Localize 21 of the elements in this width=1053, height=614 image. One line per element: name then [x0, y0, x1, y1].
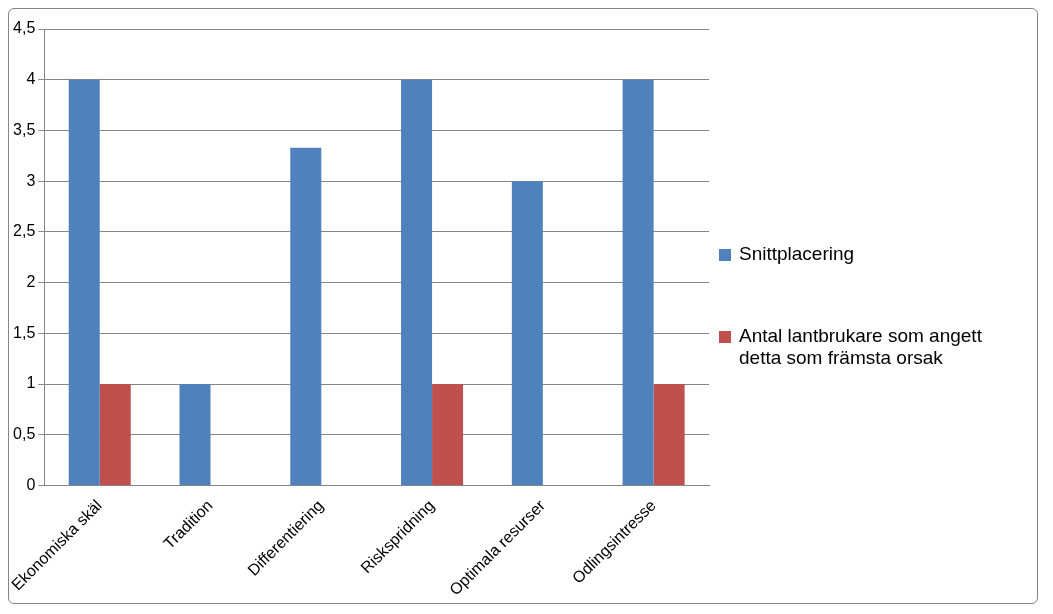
y-tick-label: 1: [26, 374, 36, 392]
legend-label: Snittplacering: [739, 243, 855, 265]
bar: [622, 79, 654, 486]
y-tick-label: 2: [26, 273, 36, 291]
y-tick-label: 0,5: [13, 425, 36, 443]
bar: [99, 384, 131, 486]
bar: [68, 79, 100, 486]
y-tick-label: 3: [26, 171, 36, 189]
y-tick-label: 4,5: [13, 19, 36, 37]
y-tick-label: 0: [26, 475, 36, 493]
bar: [290, 147, 322, 486]
y-tick-label: 3,5: [13, 120, 36, 138]
bar: [653, 384, 685, 486]
bar: [511, 181, 543, 486]
y-tick-label: 1,5: [13, 323, 36, 341]
bar: [432, 384, 464, 486]
y-tick-label: 4: [26, 70, 36, 88]
bar: [401, 79, 433, 486]
bar: [179, 384, 211, 486]
legend-label: Antal lantbrukare som angett detta som främsta orsak: [739, 325, 983, 369]
y-tick-label: 2,5: [13, 222, 36, 240]
